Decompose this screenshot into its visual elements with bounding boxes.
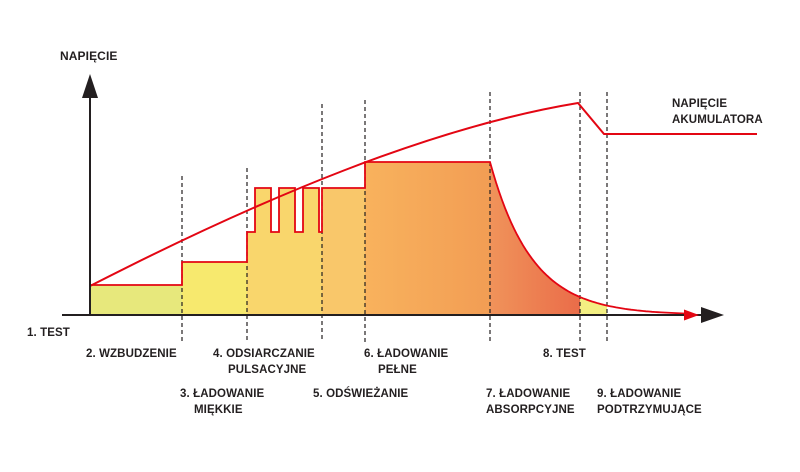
stage-label-4-line-1: 4. ODSIARCZANIE [213, 348, 315, 360]
stage-label-7-line-2: ABSORPCYJNE [486, 404, 575, 416]
stage-label-6-line-1: 6. ŁADOWANIE [364, 348, 448, 360]
stage-label-9-line-2: PODTRZYMUJĄCE [597, 404, 702, 416]
stage-area-5 [322, 188, 365, 315]
stage-area-4 [247, 188, 322, 315]
stage-label-5-line-1: 5. ODŚWIEŻANIE [313, 387, 409, 400]
stage-label-1: 1. TEST [27, 327, 70, 339]
stage-area-3 [182, 262, 247, 315]
stage-label-7: 7. ŁADOWANIE ABSORPCYJNE [486, 388, 575, 416]
stage-label-5: 5. ODŚWIEŻANIE [313, 387, 409, 400]
stage-label-4: 4. ODSIARCZANIE PULSACYJNE [213, 348, 315, 376]
stage-label-8: 8. TEST [543, 348, 586, 360]
y-axis-arrowhead-icon [82, 74, 98, 98]
stage-label-6-line-2: PEŁNE [378, 364, 417, 376]
stage-label-2-line-1: 2. WZBUDZENIE [86, 348, 177, 360]
stage-label-9-line-1: 9. ŁADOWANIE [597, 388, 681, 400]
current-profile-line [90, 161, 685, 315]
stage-label-3-line-1: 3. ŁADOWANIE [180, 388, 264, 400]
y-axis-label: NAPIĘCIE [60, 49, 117, 63]
stage-area-6 [365, 162, 490, 315]
stage-label-3: 3. ŁADOWANIE MIĘKKIE [180, 388, 264, 416]
stage-label-6: 6. ŁADOWANIE PEŁNE [364, 348, 448, 376]
voltage-curve-label-line-1: NAPIĘCIE [672, 98, 727, 110]
voltage-curve-label-line-2: AKUMULATORA [672, 114, 763, 126]
current-arrowhead-icon [684, 309, 699, 321]
stage-label-2: 2. WZBUDZENIE [86, 348, 177, 360]
stage-label-4-line-2: PULSACYJNE [228, 364, 307, 376]
stage-label-3-line-2: MIĘKKIE [194, 404, 243, 416]
stage-label-7-line-1: 7. ŁADOWANIE [486, 388, 570, 400]
stage-label-8-line-1: 8. TEST [543, 348, 586, 360]
stage-label-1-line-1: 1. TEST [27, 327, 70, 339]
voltage-curve-label: NAPIĘCIE AKUMULATORA [672, 98, 763, 126]
stage-area-2 [90, 285, 182, 315]
stage-label-9: 9. ŁADOWANIE PODTRZYMUJĄCE [597, 388, 702, 416]
y-axis-label-line-1: NAPIĘCIE [60, 49, 117, 63]
stage-area-7 [490, 162, 580, 315]
stage-area-8 [580, 297, 607, 315]
x-axis-arrowhead-icon [701, 307, 724, 323]
